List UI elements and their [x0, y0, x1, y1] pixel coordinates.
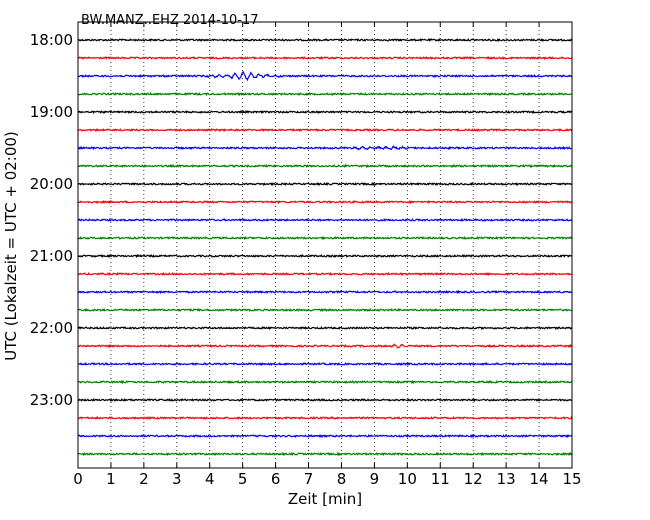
plot-frame	[77, 21, 573, 469]
trace-line	[77, 326, 573, 331]
x-tick-label: 11	[431, 470, 450, 488]
trace-line	[77, 289, 573, 295]
trace-line	[78, 307, 573, 313]
trace-line	[77, 271, 573, 277]
y-tick-label: 22:00	[30, 319, 73, 337]
trace-line	[77, 109, 573, 115]
x-tick-label: 9	[370, 470, 380, 488]
x-tick-label: 0	[73, 470, 83, 488]
seismic-traces	[77, 37, 573, 457]
x-tick-label: 3	[172, 470, 182, 488]
trace-line	[77, 451, 573, 457]
trace-line	[77, 343, 573, 349]
y-tick-label: 20:00	[30, 175, 73, 193]
y-tick-label: 21:00	[30, 247, 73, 265]
trace-line	[77, 37, 573, 43]
x-tick-label: 6	[271, 470, 281, 488]
y-tick-label: 19:00	[30, 103, 73, 121]
x-tick-label: 15	[562, 470, 581, 488]
x-tick-label: 7	[304, 470, 314, 488]
trace-line	[77, 217, 573, 223]
trace-line	[77, 235, 573, 241]
trace-line	[77, 433, 573, 439]
x-tick-label: 12	[464, 470, 483, 488]
trace-line	[77, 91, 573, 97]
trace-line	[77, 397, 573, 403]
trace-line	[77, 253, 573, 259]
x-axis: 0 1 2 3 4 5 6 7 8 9 10 11 12 13 14 15	[73, 22, 582, 488]
trace-line	[77, 379, 573, 385]
trace-line	[77, 70, 573, 82]
x-tick-label: 1	[106, 470, 116, 488]
x-tick-label: 8	[337, 470, 347, 488]
trace-line	[77, 128, 573, 133]
trace-line	[77, 55, 573, 61]
trace-line	[77, 416, 573, 421]
trace-line	[77, 361, 573, 367]
trace-line	[77, 181, 573, 187]
y-tick-label: 18:00	[30, 31, 73, 49]
trace-line	[77, 145, 573, 151]
y-axis-title: UTC (Lokalzeit = UTC + 02:00)	[2, 131, 20, 361]
x-tick-label: 2	[139, 470, 149, 488]
chart-title: BW.MANZ..EHZ 2014-10-17	[81, 13, 259, 28]
trace-line	[77, 163, 573, 169]
x-tick-label: 4	[205, 470, 215, 488]
x-tick-label: 10	[398, 470, 417, 488]
x-tick-label: 14	[530, 470, 549, 488]
trace-line	[77, 199, 573, 205]
y-axis: 18:00 19:00 20:00 21:00 22:00 23:00	[30, 31, 572, 409]
x-tick-label: 13	[497, 470, 516, 488]
x-axis-title: Zeit [min]	[288, 490, 362, 508]
x-tick-label: 5	[238, 470, 248, 488]
y-tick-label: 23:00	[30, 391, 73, 409]
